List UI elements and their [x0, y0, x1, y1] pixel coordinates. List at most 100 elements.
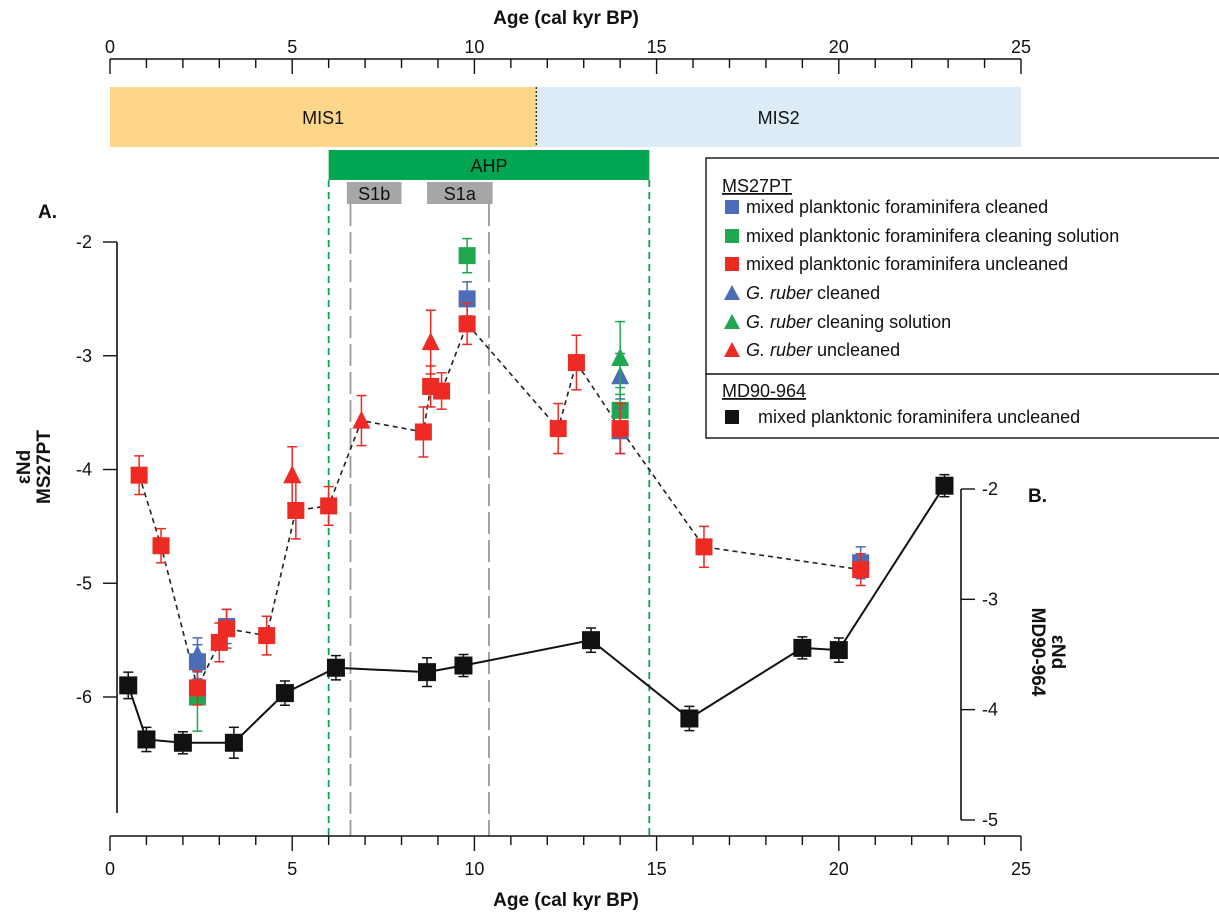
square-marker: [287, 501, 305, 519]
square-marker: [119, 676, 138, 695]
md90_mixed_uncleaned-point: [418, 657, 437, 688]
ahp-rect: [328, 150, 650, 180]
square-marker: [188, 653, 206, 671]
ms27_mixed_uncleaned-point: [695, 525, 713, 569]
legend-item-ms27_ruber_solution: G. ruber cleaning solution: [724, 312, 951, 332]
left-axis: -2 -3 -4 -5 -6 εNd MS27PT: [14, 232, 118, 813]
legend-group-title-ms27pt: MS27PT: [722, 176, 792, 196]
bottom-tick-label: 0: [105, 859, 115, 879]
right-tick-label: -4: [982, 700, 998, 720]
right-axis-title-2: MD90-964: [1027, 608, 1048, 697]
legend-square-marker: [725, 410, 739, 424]
legend-label-italic: G. ruber: [746, 283, 813, 303]
legend-box: [705, 157, 1219, 439]
ms27_ruber_uncleaned-point: [352, 394, 371, 447]
left-tick-label: -2: [76, 232, 92, 252]
legend-label: mixed planktonic foraminifera uncleaned: [746, 254, 1068, 274]
ahp-bar: AHP: [328, 150, 650, 180]
bottom-tick-label: 5: [287, 859, 297, 879]
md90_mixed_uncleaned-point: [829, 637, 848, 663]
triangle-marker: [352, 410, 371, 429]
legend-item-md90_mixed_uncleaned: mixed planktonic foraminifera uncleaned: [725, 407, 1080, 427]
left-axis-title-1: εNd: [14, 450, 35, 484]
mis-stage-bands: MIS1 MIS2: [110, 87, 1021, 147]
md90_mixed_uncleaned-point: [275, 680, 294, 706]
ms27_mixed_uncleaned-point: [152, 527, 170, 564]
legend-label: mixed planktonic foraminifera uncleaned: [758, 407, 1080, 427]
left-tick-label: -3: [76, 346, 92, 366]
top-tick-label: 10: [464, 37, 484, 57]
interval-lines: [327, 180, 651, 836]
square-marker: [210, 633, 228, 651]
square-marker: [326, 658, 345, 677]
square-marker: [582, 631, 601, 650]
stage-label-mis2: MIS2: [758, 108, 800, 128]
right-tick-label: -3: [982, 589, 998, 609]
legend-label: G. ruber cleaning solution: [746, 312, 951, 332]
square-marker: [695, 538, 713, 556]
legend-label-italic: G. ruber: [746, 340, 813, 360]
top-axis: Age (cal kyr BP) 0 5 10 15 20 25: [105, 8, 1031, 74]
ms27_mixed_uncleaned-point: [188, 670, 206, 706]
square-marker: [414, 423, 432, 441]
legend-group-title-md90: MD90-964: [722, 381, 806, 401]
ms27_mixed_solution-point: [458, 237, 476, 274]
md90_mixed_uncleaned-point: [119, 671, 138, 700]
sapropel-label-s1a: S1a: [444, 184, 477, 204]
bottom-tick-label: 15: [647, 859, 667, 879]
legend-item-ms27_mixed_uncleaned: mixed planktonic foraminifera uncleaned: [725, 254, 1068, 274]
ms27_ruber_uncleaned-point: [283, 446, 302, 505]
ms27_mixed_uncleaned-point: [852, 552, 870, 587]
ms27_ruber_uncleaned-point: [421, 309, 440, 375]
top-tick-label: 5: [287, 37, 297, 57]
square-marker: [852, 561, 870, 579]
legend-label-rest: cleaning solution: [812, 312, 951, 332]
legend-triangle-marker: [724, 314, 740, 329]
right-axis-title-1: εNd: [1047, 635, 1068, 669]
md90_mixed_uncleaned-point: [793, 636, 812, 660]
right-tick-label: -2: [982, 479, 998, 499]
ms27_mixed_uncleaned-point: [258, 615, 276, 656]
md90_mixed_uncleaned-point: [935, 473, 954, 498]
panel-label-a: A.: [38, 202, 57, 223]
md90_mixed_uncleaned-point: [137, 726, 156, 753]
square-marker: [793, 638, 812, 657]
ms27_mixed_uncleaned-point: [549, 402, 567, 455]
legend-item-ms27_mixed_cleaned: mixed planktonic foraminifera cleaned: [725, 197, 1048, 217]
square-marker: [458, 247, 476, 265]
legend-item-ms27_ruber_cleaned: G. ruber cleaned: [724, 283, 880, 303]
md90-solid-line: [127, 485, 946, 744]
bottom-axis: 0 5 10 15 20 25 Age (cal kyr BP): [105, 835, 1031, 911]
ms27_mixed_uncleaned-point: [414, 406, 432, 458]
square-marker: [829, 641, 848, 660]
ms27_mixed_uncleaned-point: [433, 372, 451, 410]
triangle-marker: [283, 465, 302, 484]
top-tick-label: 20: [829, 37, 849, 57]
right-tick-label: -5: [982, 810, 998, 830]
square-marker: [454, 656, 473, 675]
ms27_mixed_uncleaned-point: [567, 334, 585, 391]
triangle-marker: [421, 332, 440, 351]
panel-label-b: B.: [1028, 486, 1047, 507]
square-marker: [218, 620, 236, 638]
sapropel-box-s1a: [427, 182, 493, 204]
sapropel-boxes: S1b S1a: [346, 182, 493, 204]
legend-square-marker: [725, 229, 739, 243]
square-marker: [935, 476, 954, 495]
bottom-tick-label: 10: [464, 859, 484, 879]
top-tick-label: 25: [1011, 37, 1031, 57]
sapropel-label-s1b: S1b: [358, 184, 390, 204]
top-tick-label: 0: [105, 37, 115, 57]
square-marker: [224, 733, 243, 752]
ms27_ruber_solution-point: [611, 320, 630, 396]
stage-band-mis2: [536, 87, 1021, 147]
square-marker: [680, 709, 699, 728]
square-marker: [611, 420, 629, 438]
ahp-label: AHP: [470, 156, 507, 176]
square-marker: [418, 663, 437, 682]
square-marker: [433, 382, 451, 400]
legend-item-ms27_ruber_uncleaned: G. ruber uncleaned: [724, 340, 900, 360]
ms27_mixed_uncleaned-point: [611, 402, 629, 455]
triangle-marker: [611, 348, 630, 367]
left-tick-label: -6: [76, 687, 92, 707]
